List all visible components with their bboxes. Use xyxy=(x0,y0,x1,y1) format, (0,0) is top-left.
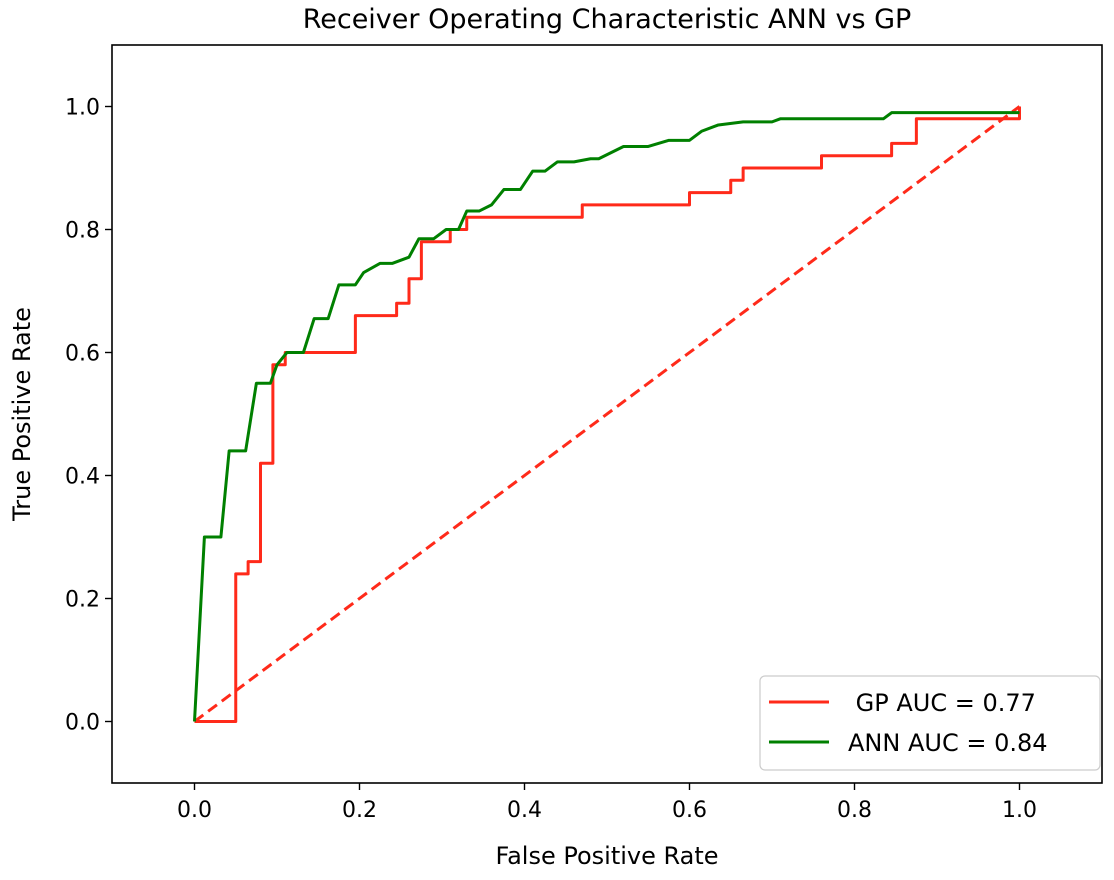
y-tick-label: 0.4 xyxy=(65,465,100,490)
plot-area xyxy=(111,44,1103,784)
diagonal-reference-line xyxy=(193,105,1021,723)
legend: GP AUC = 0.77 ANN AUC = 0.84 xyxy=(759,675,1101,771)
x-axis-ticks: 0.0 0.2 0.4 0.6 0.8 1.0 xyxy=(177,783,1037,823)
y-tick-label: 1.0 xyxy=(65,96,100,121)
y-tick-label: 0.2 xyxy=(65,588,100,613)
y-axis-label: True Positive Rate xyxy=(8,307,36,522)
diagonal-layer xyxy=(193,105,1021,723)
x-tick-label: 0.8 xyxy=(837,798,872,823)
x-tick-label: 1.0 xyxy=(1002,798,1037,823)
series-layer xyxy=(193,106,1021,723)
y-tick-label: 0.8 xyxy=(65,219,100,244)
chart-title: Receiver Operating Characteristic ANN vs… xyxy=(303,4,912,35)
series-line-ann xyxy=(193,111,1020,722)
legend-label: GP AUC = 0.77 xyxy=(848,689,1036,717)
x-tick-label: 0.4 xyxy=(507,798,542,823)
y-axis-ticks: 0.0 0.2 0.4 0.6 0.8 1.0 xyxy=(65,96,112,736)
legend-items: GP AUC = 0.77 ANN AUC = 0.84 xyxy=(769,689,1048,757)
legend-label: ANN AUC = 0.84 xyxy=(848,729,1048,757)
legend-box xyxy=(759,675,1101,771)
series-line-gp xyxy=(194,106,1021,723)
x-axis-label: False Positive Rate xyxy=(495,842,718,870)
y-tick-label: 0.6 xyxy=(65,342,100,367)
x-tick-label: 0.0 xyxy=(177,798,212,823)
y-tick-label: 0.0 xyxy=(65,711,100,736)
plot-frame xyxy=(111,44,1103,784)
x-tick-label: 0.6 xyxy=(672,798,707,823)
x-tick-label: 0.2 xyxy=(342,798,377,823)
